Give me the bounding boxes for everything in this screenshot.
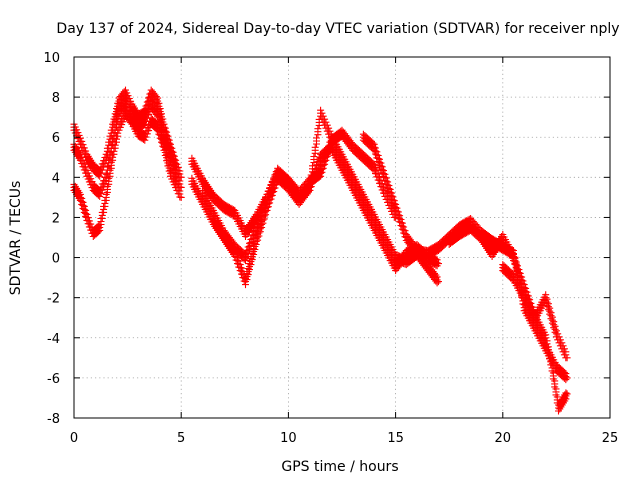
y-tick-label: -4 xyxy=(47,332,60,347)
x-tick-label: 5 xyxy=(177,431,185,446)
x-axis-label: GPS time / hours xyxy=(281,459,398,475)
data-point-markers xyxy=(70,94,185,200)
plot-frame xyxy=(73,56,611,419)
data-point-markers xyxy=(199,140,442,275)
y-tick-label: 2 xyxy=(52,211,60,226)
data-point-markers xyxy=(445,221,571,362)
x-tick-label: 0 xyxy=(70,431,78,446)
x-tick-label: 25 xyxy=(602,431,619,446)
y-tick-label: 0 xyxy=(52,252,60,267)
data-points xyxy=(70,86,571,415)
y-tick-label: -2 xyxy=(47,292,60,307)
series-track-c xyxy=(70,94,185,200)
y-tick-label: 8 xyxy=(52,91,60,106)
chart-title: Day 137 of 2024, Sidereal Day-to-day VTE… xyxy=(56,21,619,37)
y-tick-label: 10 xyxy=(43,51,60,66)
y-tick-label: 4 xyxy=(52,171,60,186)
y-tick-label: -8 xyxy=(47,412,60,427)
y-axis-label: SDTVAR / TECUs xyxy=(8,181,24,296)
y-tick-label: -6 xyxy=(47,372,60,387)
x-tick-label: 20 xyxy=(495,431,512,446)
series-track-i xyxy=(499,261,571,415)
axis-ticks: 0 5 10 15 20 25 -8 -6 -4 -2 0 2 4 6 8 10 xyxy=(43,51,618,446)
x-tick-label: 10 xyxy=(280,431,297,446)
x-tick-label: 15 xyxy=(387,431,404,446)
data-point-markers xyxy=(499,261,571,415)
y-tick-label: 6 xyxy=(52,131,60,146)
series-track-f xyxy=(199,140,442,275)
series-track-h xyxy=(445,221,571,362)
